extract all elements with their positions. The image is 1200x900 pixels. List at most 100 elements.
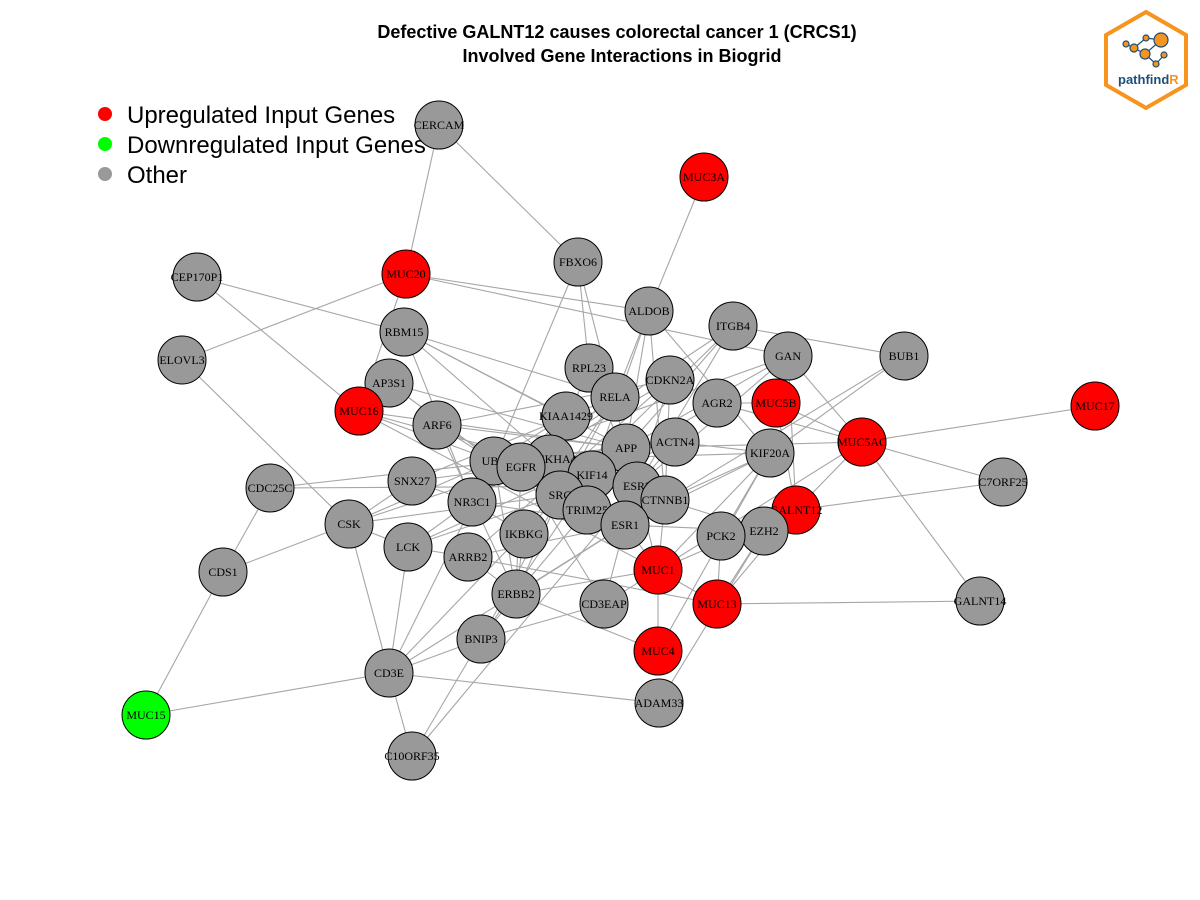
node-circle[interactable] [379, 307, 429, 357]
node-nr3c1[interactable]: NR3C1 [447, 477, 497, 527]
node-ctnnb1[interactable]: CTNNB1 [640, 475, 690, 525]
node-circle[interactable] [324, 499, 374, 549]
node-circle[interactable] [456, 614, 506, 664]
node-circle[interactable] [745, 428, 795, 478]
node-circle[interactable] [387, 731, 437, 781]
node-circle[interactable] [751, 378, 801, 428]
node-elovl3[interactable]: ELOVL3 [157, 335, 207, 385]
node-rela[interactable]: RELA [590, 372, 640, 422]
node-muc15[interactable]: MUC15 [121, 690, 171, 740]
node-cercam[interactable]: CERCAM [414, 100, 465, 150]
node-circle[interactable] [383, 522, 433, 572]
node-circle[interactable] [414, 100, 464, 150]
node-actn4[interactable]: ACTN4 [650, 417, 700, 467]
node-muc13[interactable]: MUC13 [692, 579, 742, 629]
node-circle[interactable] [172, 252, 222, 302]
node-circle[interactable] [412, 400, 462, 450]
node-circle[interactable] [634, 678, 684, 728]
node-circle[interactable] [245, 463, 295, 513]
node-circle[interactable] [381, 249, 431, 299]
node-circle[interactable] [496, 442, 546, 492]
node-c7orf25[interactable]: C7ORF25 [978, 457, 1028, 507]
node-circle[interactable] [198, 547, 248, 597]
node-muc20[interactable]: MUC20 [381, 249, 431, 299]
node-circle[interactable] [364, 648, 414, 698]
node-bnip3[interactable]: BNIP3 [456, 614, 506, 664]
node-rbm15[interactable]: RBM15 [379, 307, 429, 357]
node-muc4[interactable]: MUC4 [633, 626, 683, 676]
node-muc5ac[interactable]: MUC5AC [837, 417, 887, 467]
node-circle[interactable] [600, 500, 650, 550]
node-label: FBXO6 [559, 255, 597, 269]
node-galnt14[interactable]: GALNT14 [954, 576, 1007, 626]
node-circle[interactable] [579, 579, 629, 629]
node-circle[interactable] [1070, 381, 1120, 431]
node-cd3eap[interactable]: CD3EAP [579, 579, 629, 629]
node-app[interactable]: APP [601, 423, 651, 473]
node-circle[interactable] [387, 456, 437, 506]
node-fbxo6[interactable]: FBXO6 [553, 237, 603, 287]
node-cds1[interactable]: CDS1 [198, 547, 248, 597]
node-circle[interactable] [334, 386, 384, 436]
node-kiaa1429[interactable]: KIAA1429 [539, 391, 593, 441]
node-itgb4[interactable]: ITGB4 [708, 301, 758, 351]
node-circle[interactable] [633, 545, 683, 595]
node-circle[interactable] [696, 511, 746, 561]
node-trim25[interactable]: TRIM25 [562, 485, 612, 535]
node-circle[interactable] [708, 301, 758, 351]
node-muc17[interactable]: MUC17 [1070, 381, 1120, 431]
edge-bub1-kif20a [769, 355, 905, 454]
node-circle[interactable] [443, 532, 493, 582]
node-circle[interactable] [692, 378, 742, 428]
node-circle[interactable] [978, 457, 1028, 507]
node-circle[interactable] [837, 417, 887, 467]
node-circle[interactable] [553, 237, 603, 287]
node-adam33[interactable]: ADAM33 [634, 678, 684, 728]
node-cdkn2a[interactable]: CDKN2A [645, 355, 695, 405]
node-circle[interactable] [541, 391, 591, 441]
node-gan[interactable]: GAN [763, 331, 813, 381]
node-circle[interactable] [121, 690, 171, 740]
node-muc16[interactable]: MUC16 [334, 386, 384, 436]
node-arf6[interactable]: ARF6 [412, 400, 462, 450]
node-agr2[interactable]: AGR2 [692, 378, 742, 428]
node-cep170p1[interactable]: CEP170P1 [171, 252, 224, 302]
node-ikbkg[interactable]: IKBKG [499, 509, 549, 559]
node-circle[interactable] [692, 579, 742, 629]
node-circle[interactable] [640, 475, 690, 525]
node-label: KIF14 [576, 468, 607, 482]
node-circle[interactable] [679, 152, 729, 202]
node-csk[interactable]: CSK [324, 499, 374, 549]
node-erbb2[interactable]: ERBB2 [491, 569, 541, 619]
node-kif20a[interactable]: KIF20A [745, 428, 795, 478]
node-circle[interactable] [157, 335, 207, 385]
node-circle[interactable] [590, 372, 640, 422]
node-c10orf35[interactable]: C10ORF35 [384, 731, 440, 781]
edge-rbm15-app [403, 331, 627, 449]
node-arrb2[interactable]: ARRB2 [443, 532, 493, 582]
node-muc3a[interactable]: MUC3A [679, 152, 729, 202]
node-cdc25c[interactable]: CDC25C [245, 463, 295, 513]
node-aldob[interactable]: ALDOB [624, 286, 674, 336]
node-egfr[interactable]: EGFR [496, 442, 546, 492]
node-circle[interactable] [491, 569, 541, 619]
node-circle[interactable] [447, 477, 497, 527]
node-circle[interactable] [879, 331, 929, 381]
node-circle[interactable] [763, 331, 813, 381]
node-esr1[interactable]: ESR1 [600, 500, 650, 550]
node-lck[interactable]: LCK [383, 522, 433, 572]
node-circle[interactable] [633, 626, 683, 676]
node-muc5b[interactable]: MUC5B [751, 378, 801, 428]
node-circle[interactable] [624, 286, 674, 336]
node-snx27[interactable]: SNX27 [387, 456, 437, 506]
node-circle[interactable] [499, 509, 549, 559]
node-bub1[interactable]: BUB1 [879, 331, 929, 381]
node-muc1[interactable]: MUC1 [633, 545, 683, 595]
node-circle[interactable] [645, 355, 695, 405]
node-cd3e[interactable]: CD3E [364, 648, 414, 698]
node-label: MUC3A [683, 170, 725, 184]
node-ezh2[interactable]: EZH2 [739, 506, 789, 556]
node-pck2[interactable]: PCK2 [696, 511, 746, 561]
node-circle[interactable] [955, 576, 1005, 626]
node-circle[interactable] [650, 417, 700, 467]
